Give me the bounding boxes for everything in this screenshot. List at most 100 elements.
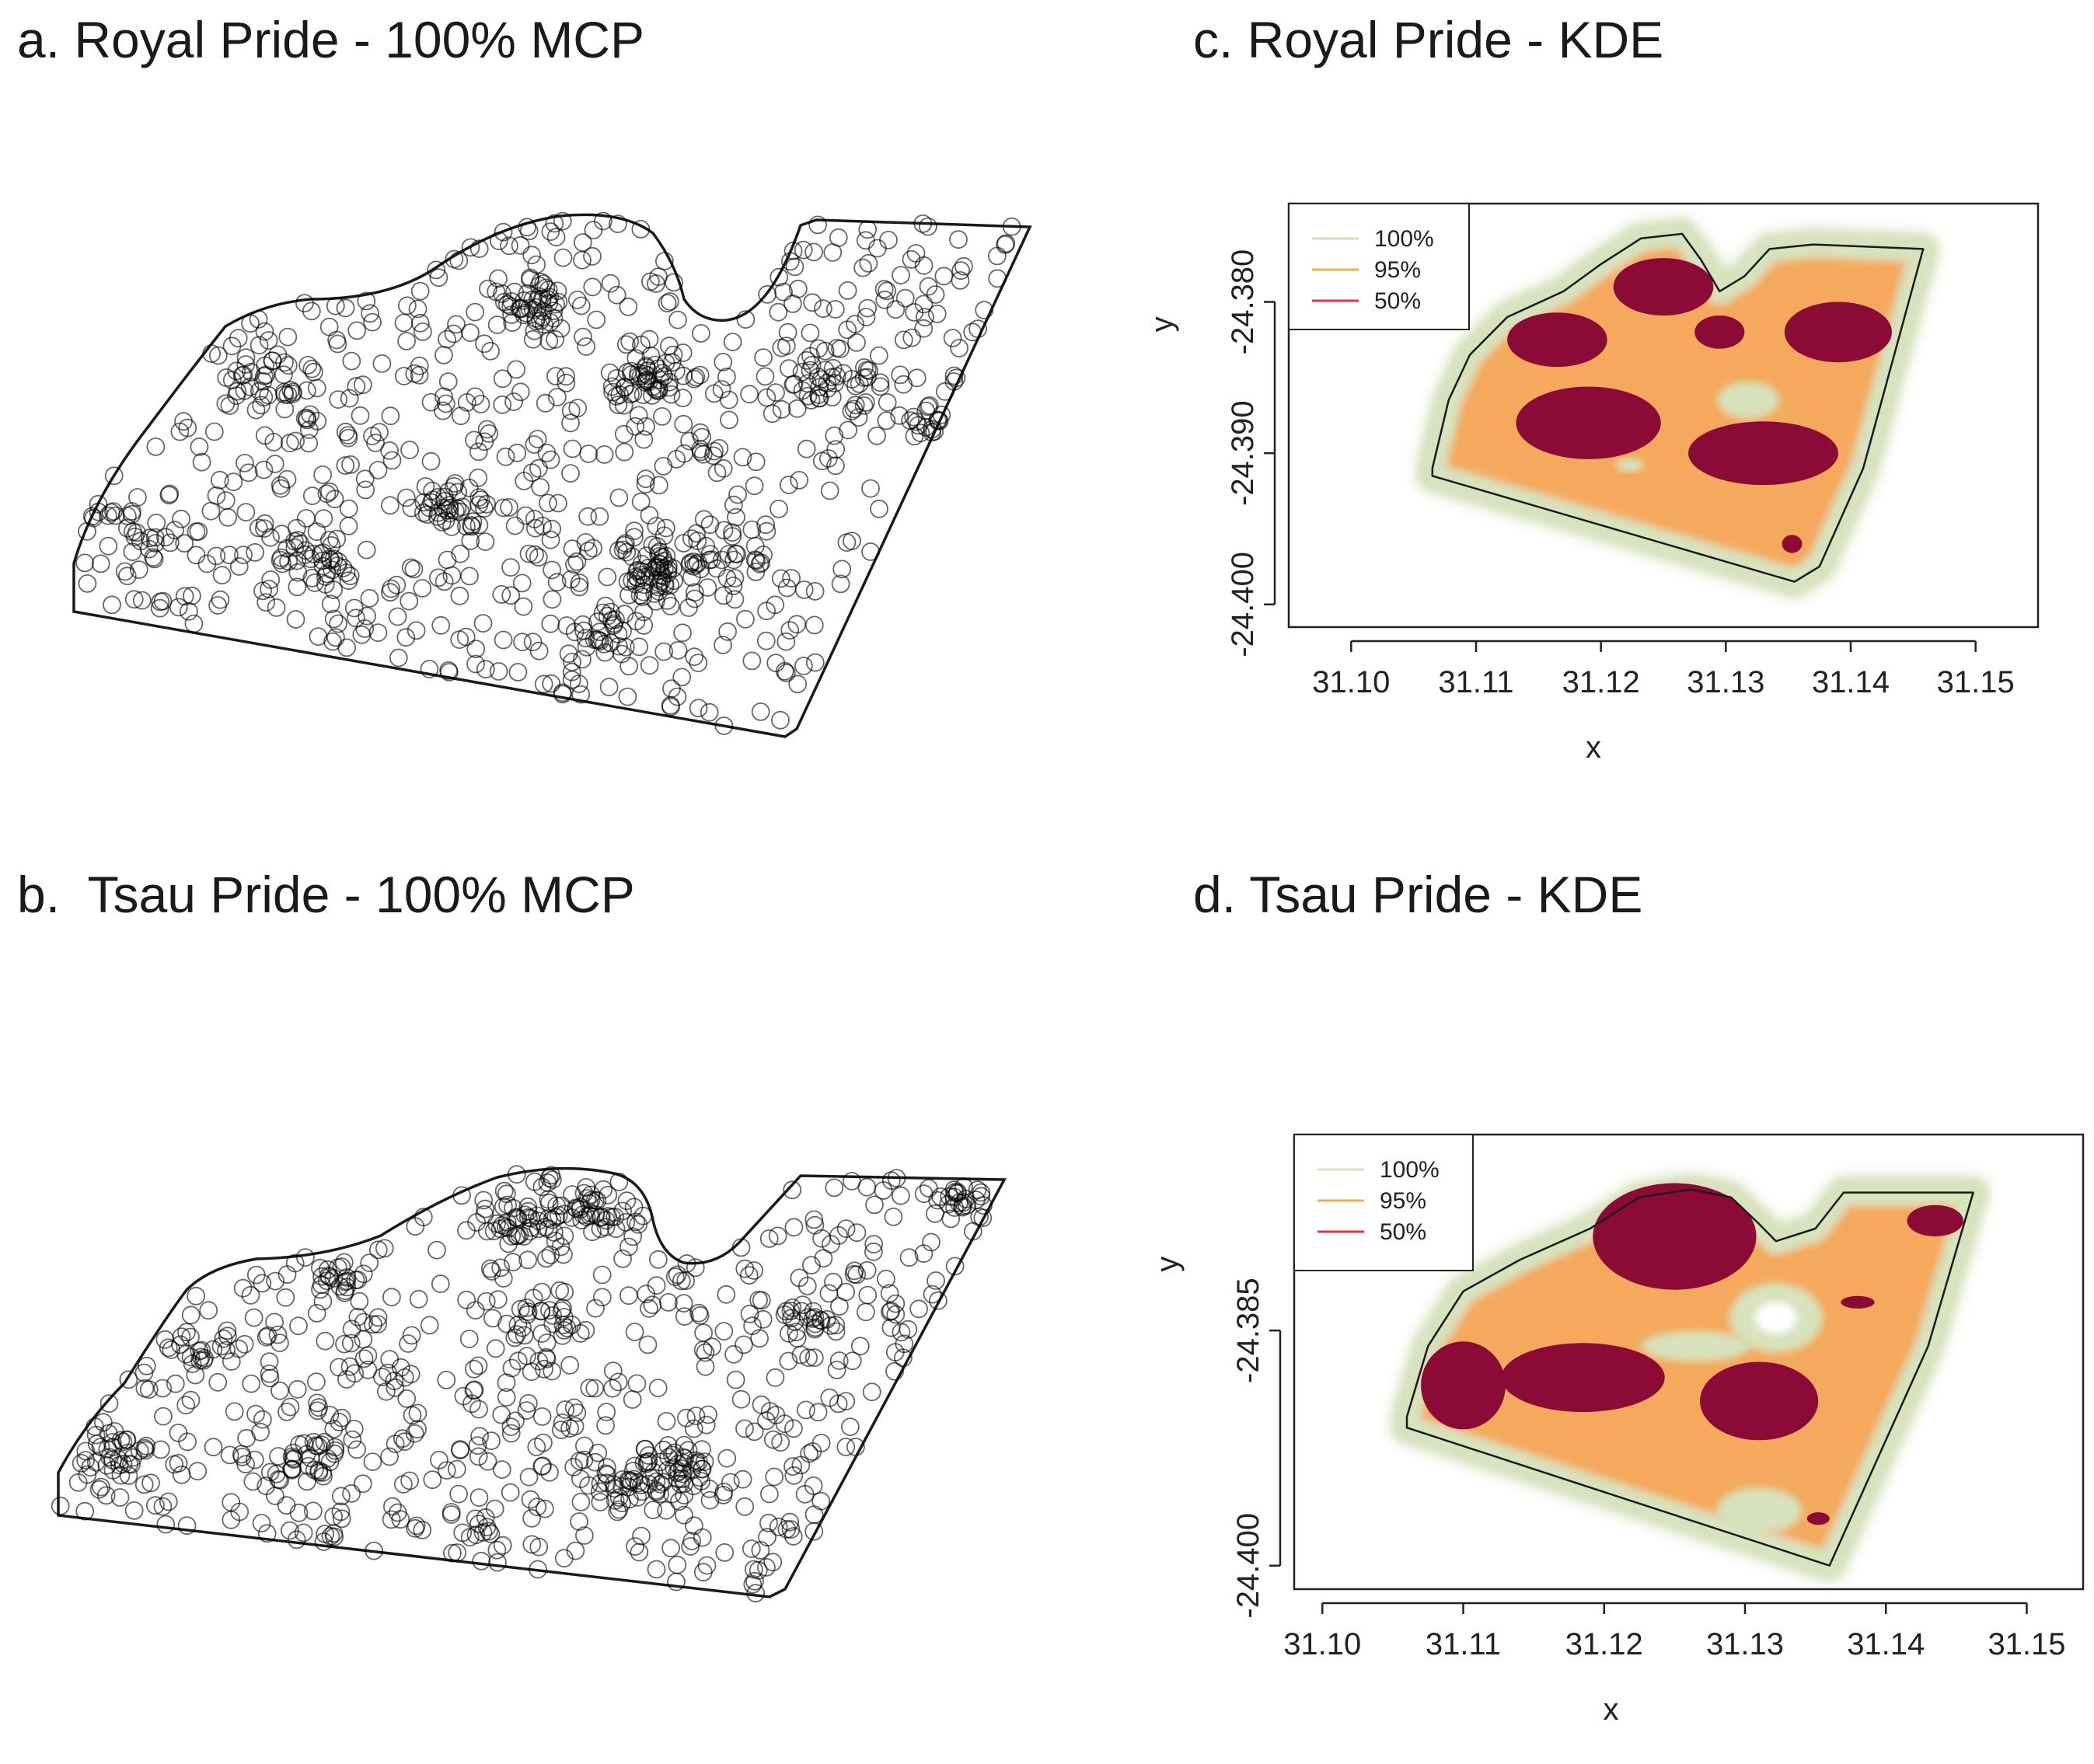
gps-fix-point — [93, 1413, 113, 1432]
gps-fix-point — [591, 1493, 610, 1511]
gps-fix-point — [236, 1455, 256, 1474]
gps-fix-point — [194, 1351, 213, 1370]
gps-fix-point — [187, 1286, 206, 1306]
gps-fix-point — [911, 424, 930, 443]
gps-fix-point — [402, 498, 421, 518]
gps-fix-point — [561, 464, 580, 483]
gps-fix-point — [797, 350, 816, 370]
gps-fix-point — [633, 587, 652, 606]
gps-fix-point — [536, 1218, 555, 1236]
gps-fix-point — [597, 1458, 616, 1477]
gps-fix-point — [725, 590, 745, 609]
gps-fix-point — [239, 463, 258, 483]
gps-fix-point — [396, 628, 416, 647]
gps-fix-point — [512, 573, 532, 593]
gps-fix-point — [505, 1328, 525, 1347]
gps-fix-point — [336, 298, 355, 318]
gps-fix-point — [727, 507, 745, 527]
gps-fix-point — [625, 1323, 644, 1341]
gps-fix-point — [145, 1496, 165, 1515]
gps-fix-point — [794, 240, 813, 260]
gps-fix-point — [172, 509, 191, 528]
gps-fix-point — [775, 1305, 794, 1324]
gps-fix-point — [609, 1173, 629, 1191]
gps-fix-point — [354, 1330, 373, 1349]
gps-fix-point — [469, 442, 488, 462]
gps-fix-point — [563, 653, 581, 671]
gps-fix-point — [289, 1503, 309, 1522]
gps-fix-point — [501, 558, 520, 577]
legend-label: 50% — [1374, 288, 1421, 314]
mcp-points-group — [51, 1165, 993, 1603]
panel-c-kde-plot: 31.10 31.11 31.12 31.13 31.14 31.15 x -24.380 -2… — [1145, 202, 2040, 765]
gps-fix-point — [342, 1484, 361, 1503]
gps-fix-point — [661, 697, 680, 716]
gps-fix-point — [923, 1285, 942, 1304]
gps-fix-point — [404, 560, 424, 579]
gps-fix-point — [313, 551, 333, 570]
gps-fix-point — [330, 1413, 349, 1431]
gps-fix-point — [803, 293, 822, 312]
gps-fix-point — [780, 359, 798, 378]
gps-fix-point — [381, 583, 400, 602]
gps-fix-point — [947, 368, 966, 388]
gps-fix-point — [234, 546, 253, 564]
gps-fix-point — [950, 339, 968, 357]
gps-fix-point — [714, 1322, 734, 1340]
gps-fix-point — [501, 1417, 521, 1436]
gps-fix-point — [208, 1372, 228, 1392]
gps-fix-point — [593, 603, 612, 622]
gps-fix-point — [886, 300, 906, 319]
gps-fix-point — [545, 214, 564, 233]
gps-fix-point — [654, 642, 673, 661]
gps-fix-point — [928, 411, 947, 430]
gps-fix-point — [619, 1286, 638, 1306]
gps-fix-point — [517, 1299, 536, 1317]
gps-fix-point — [381, 406, 400, 426]
gps-fix-point — [451, 1441, 469, 1460]
gps-fix-point — [721, 1473, 740, 1492]
gps-fix-point — [219, 546, 239, 564]
gps-fix-point — [186, 1365, 205, 1385]
gps-fix-point — [431, 1274, 450, 1293]
gps-fix-point — [853, 258, 872, 277]
gps-fix-point — [201, 501, 221, 521]
gps-fix-point — [236, 503, 256, 521]
gps-fix-point — [712, 380, 731, 399]
gps-fix-point — [243, 1472, 263, 1491]
gps-fix-point — [733, 1469, 752, 1489]
gps-fix-point — [597, 1403, 616, 1421]
gps-fix-point — [856, 393, 875, 412]
legend-box — [1288, 203, 1470, 330]
gps-fix-point — [268, 1325, 288, 1344]
gps-fix-point — [75, 553, 94, 573]
x-tick-label: 31.12 — [1562, 665, 1640, 699]
gps-fix-point — [539, 493, 557, 513]
gps-fix-point — [423, 1470, 442, 1490]
gps-fix-point — [515, 1205, 535, 1225]
gps-fix-point — [445, 474, 465, 493]
gps-fix-point — [355, 619, 375, 638]
gps-fix-point — [286, 431, 305, 451]
gps-fix-point — [170, 422, 190, 441]
gps-fix-point — [735, 1419, 754, 1438]
gps-fix-point — [355, 469, 375, 489]
gps-fix-point — [770, 500, 788, 518]
gps-fix-point — [802, 1256, 821, 1274]
gps-fix-point — [526, 309, 546, 328]
gps-fix-point — [321, 1526, 340, 1546]
gps-fix-point — [726, 1370, 745, 1389]
gps-fix-point — [870, 499, 888, 518]
gps-fix-point — [566, 1541, 585, 1560]
gps-fix-point — [609, 1372, 628, 1392]
gps-fix-point — [538, 289, 557, 309]
gps-fix-point — [75, 1501, 95, 1521]
gps-fix-point — [508, 1208, 527, 1227]
gps-fix-point — [457, 1290, 476, 1309]
gps-fix-point — [326, 296, 345, 315]
gps-fix-point — [581, 1191, 601, 1210]
gps-fix-point — [559, 644, 578, 664]
gps-fix-point — [497, 1388, 516, 1407]
gps-fix-point — [240, 377, 260, 396]
gps-fix-point — [548, 388, 567, 406]
